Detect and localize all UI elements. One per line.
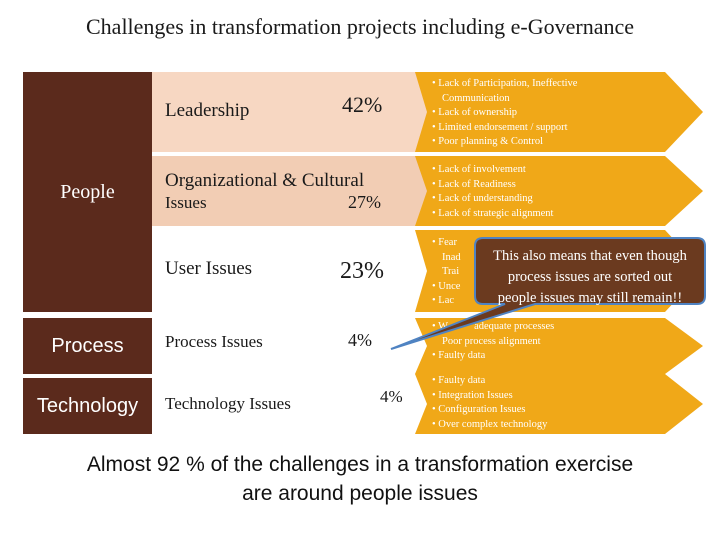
bullet-item: • Fear <box>432 237 457 248</box>
bullet-item: Trai <box>442 266 460 277</box>
issue-label-user: User Issues <box>165 258 253 279</box>
bullet-item: • Lack of understanding <box>432 193 533 204</box>
issue-arrow-leadership <box>415 72 705 152</box>
issue-label-technology: Technology Issues <box>165 394 291 413</box>
percent-process: 4% <box>348 330 372 350</box>
bullet-item: • Lack of Participation, Ineffective <box>432 78 578 89</box>
issue-arrow-technology <box>415 374 705 434</box>
summary-text: Almost 92 % of the challenges in a trans… <box>0 450 720 508</box>
callout-text: This also means that even though process… <box>475 246 705 309</box>
category-label: People <box>60 180 115 203</box>
category-people: People <box>23 72 152 312</box>
callout-note: This also means that even though process… <box>390 237 706 350</box>
percent-organizational: 27% <box>348 192 381 212</box>
bullet-item: • Lac <box>432 295 455 306</box>
bullet-item: • Configuration Issues <box>432 404 526 415</box>
bullet-item: • Lack of involvement <box>432 164 526 175</box>
bullet-item: • Faulty data <box>432 350 486 361</box>
issue-label-process: Process Issues <box>165 332 263 351</box>
issue-label-leadership: Leadership <box>165 100 250 121</box>
bullet-item: • Lack of Readiness <box>432 178 516 190</box>
bullet-item: • W adequate processes <box>432 321 555 332</box>
slide-title: Challenges in transformation projects in… <box>86 14 634 39</box>
bullet-item: • Poor planning & Control <box>432 136 544 147</box>
category-label: Technology <box>36 394 139 417</box>
summary-line-1: Almost 92 % of the challenges in a trans… <box>86 453 634 476</box>
issue-arrow-organizational <box>415 156 705 226</box>
bullet-item: • Faulty data <box>432 375 486 386</box>
callout-shape <box>390 237 706 350</box>
percent-user: 23% <box>340 258 384 284</box>
percent-technology: 4% <box>380 387 403 406</box>
category-technology: Technology <box>23 378 152 434</box>
bullets-process: • W adequate processes Poor process alig… <box>432 320 554 364</box>
callout-line: This also means that even though <box>493 248 687 264</box>
category-label: Process <box>51 334 124 357</box>
bullets-leadership: • Lack of Participation, Ineffective Com… <box>432 77 577 150</box>
bullet-item: Communication <box>442 92 510 104</box>
bullet-item: Inad <box>442 251 461 263</box>
bullets-technology: • Faulty data • Integration Issues • Con… <box>432 374 547 432</box>
callout-line: process issues are sorted out <box>507 269 673 285</box>
bullet-item: • Limited endorsement / support <box>432 121 568 133</box>
bullet-item: • Lack of ownership <box>432 107 518 118</box>
bullets-organizational: • Lack of involvement • Lack of Readines… <box>432 163 553 221</box>
percent-leadership: 42% <box>342 92 383 117</box>
bullets-user: • Fear Inad Trai • Unce • Lac <box>432 236 461 309</box>
issue-label-organizational-line2: Issues <box>165 193 207 212</box>
bullet-item: • Lack of strategic alignment <box>432 207 554 219</box>
category-process: Process <box>23 318 152 374</box>
bullet-item: • Over complex technology <box>432 418 548 430</box>
bullet-item: • Unce <box>432 280 461 292</box>
summary-line-2: are around people issues <box>242 482 478 505</box>
callout-line: people issues may still remain!! <box>497 290 683 306</box>
bullet-item: Poor process alignment <box>442 335 541 347</box>
bullet-item: • Integration Issues <box>432 389 513 401</box>
issue-arrow-process <box>415 318 705 374</box>
issue-label-organizational: Organizational & Cultural <box>165 170 365 191</box>
